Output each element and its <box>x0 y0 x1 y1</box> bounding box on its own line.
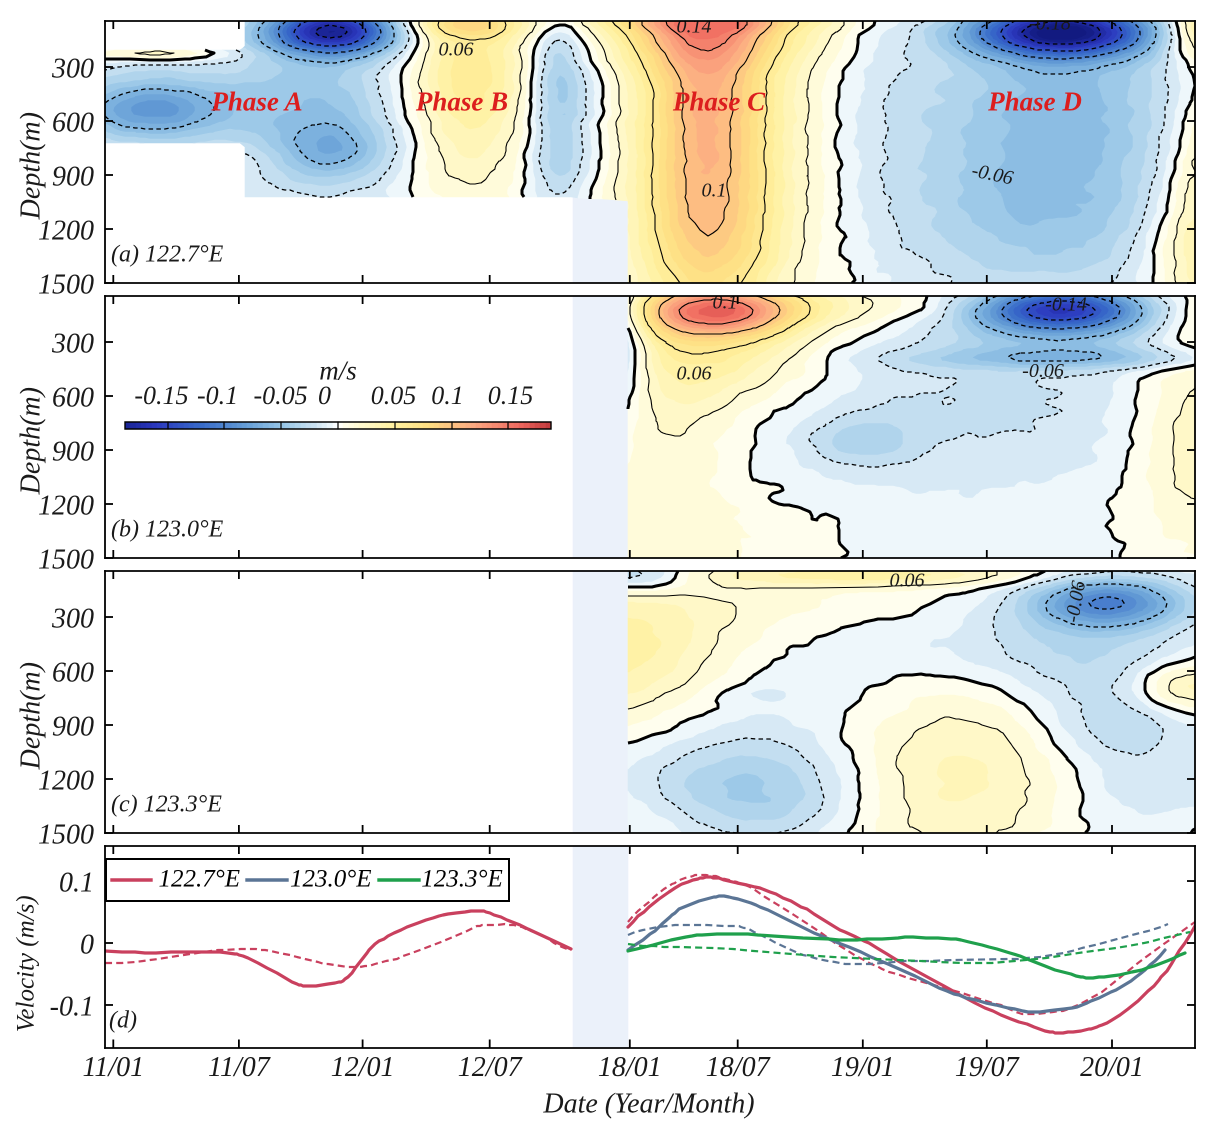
svg-text:(c) 123.3°E: (c) 123.3°E <box>111 792 222 818</box>
svg-text:(d): (d) <box>109 1008 137 1034</box>
svg-text:Depth(m): Depth(m) <box>16 662 47 770</box>
svg-text:600: 600 <box>52 108 94 139</box>
svg-text:-0.06: -0.06 <box>1022 360 1064 382</box>
svg-text:0.1: 0.1 <box>713 292 738 314</box>
svg-text:0.06: 0.06 <box>439 38 474 60</box>
svg-text:0.15: 0.15 <box>488 381 534 410</box>
svg-text:11/01: 11/01 <box>82 1052 144 1083</box>
svg-text:Phase D: Phase D <box>987 86 1082 116</box>
svg-text:Phase B: Phase B <box>415 86 508 116</box>
svg-text:1500: 1500 <box>38 270 94 301</box>
svg-text:Phase C: Phase C <box>672 86 766 116</box>
svg-text:0: 0 <box>80 930 94 961</box>
svg-text:600: 600 <box>52 658 94 689</box>
svg-text:122.7°E: 122.7°E <box>159 865 241 892</box>
svg-text:900: 900 <box>52 437 94 468</box>
svg-text:Date (Year/Month): Date (Year/Month) <box>542 1089 754 1120</box>
svg-text:123.3°E: 123.3°E <box>421 865 503 892</box>
svg-text:-0.05: -0.05 <box>254 381 308 410</box>
svg-text:0.06: 0.06 <box>890 570 925 592</box>
svg-text:0.1: 0.1 <box>431 381 464 410</box>
svg-text:300: 300 <box>51 329 94 360</box>
svg-text:0.1: 0.1 <box>702 180 727 202</box>
svg-text:-0.18: -0.18 <box>1029 13 1071 35</box>
svg-text:0.1: 0.1 <box>59 868 94 899</box>
svg-text:1500: 1500 <box>38 820 94 851</box>
svg-text:m/s: m/s <box>319 355 357 385</box>
svg-text:-0.15: -0.15 <box>134 381 188 410</box>
svg-text:12/01: 12/01 <box>331 1052 395 1083</box>
svg-text:1200: 1200 <box>38 216 94 247</box>
svg-text:Phase A: Phase A <box>210 86 302 116</box>
svg-text:Depth(m): Depth(m) <box>16 387 47 495</box>
svg-text:600: 600 <box>52 383 94 414</box>
svg-text:19/07: 19/07 <box>955 1052 1020 1083</box>
svg-text:19/01: 19/01 <box>831 1052 895 1083</box>
svg-text:0: 0 <box>318 381 331 410</box>
svg-text:300: 300 <box>51 604 94 635</box>
svg-text:-0.1: -0.1 <box>50 992 94 1023</box>
svg-text:18/07: 18/07 <box>706 1052 771 1083</box>
svg-text:(b) 123.0°E: (b) 123.0°E <box>111 517 224 543</box>
svg-text:1500: 1500 <box>38 545 94 576</box>
svg-text:900: 900 <box>52 162 94 193</box>
svg-text:0.05: 0.05 <box>371 381 417 410</box>
svg-text:-0.1: -0.1 <box>197 381 238 410</box>
svg-text:900: 900 <box>52 712 94 743</box>
svg-text:1200: 1200 <box>38 766 94 797</box>
svg-text:18/01: 18/01 <box>598 1052 662 1083</box>
svg-text:1200: 1200 <box>38 491 94 522</box>
svg-text:11/07: 11/07 <box>208 1052 271 1083</box>
svg-text:300: 300 <box>51 54 94 85</box>
svg-text:Velocity (m/s): Velocity (m/s) <box>13 895 40 1032</box>
svg-text:123.0°E: 123.0°E <box>290 865 372 892</box>
svg-text:20/01: 20/01 <box>1080 1052 1144 1083</box>
svg-text:Depth(m): Depth(m) <box>16 112 47 220</box>
svg-text:0.06: 0.06 <box>677 363 712 385</box>
svg-text:(a) 122.7°E: (a) 122.7°E <box>111 242 224 268</box>
svg-text:-0.14: -0.14 <box>1045 294 1087 316</box>
svg-text:12/07: 12/07 <box>458 1052 523 1083</box>
svg-text:0.14: 0.14 <box>677 15 712 37</box>
